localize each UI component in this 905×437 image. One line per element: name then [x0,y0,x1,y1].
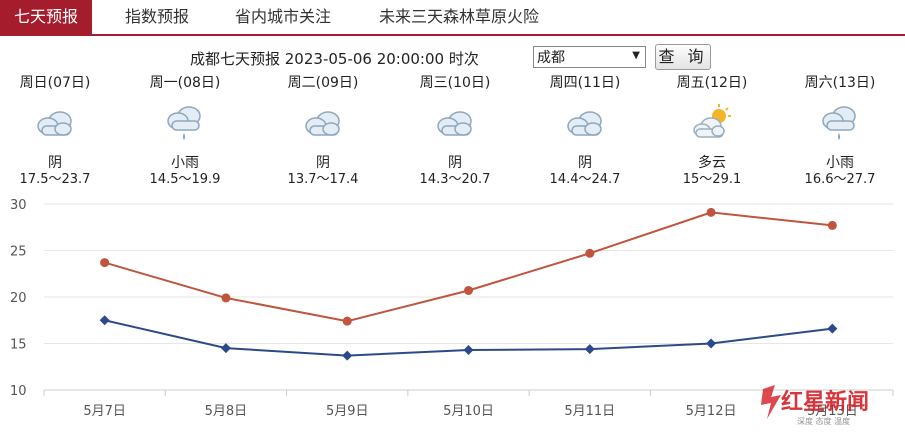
high-temp-point [706,207,716,217]
chevron-down-icon: ▼ [632,50,640,61]
low-temp-point [220,343,231,354]
tab-seven-day[interactable]: 七天预报 [0,0,93,34]
low-temp-point [99,315,110,326]
high-temp-point [585,248,595,258]
city-select-value: 成都 [537,50,565,66]
day-name: 周五(12日) [676,75,748,91]
high-temp-point [221,293,231,303]
low-temp-point [706,338,717,349]
day-name: 周三(10日) [419,75,491,91]
high-temp-point [464,285,473,295]
day-temp-range: 14.4～24.7 [549,172,621,187]
day-name: 周一(08日) [149,75,221,91]
day-condition: 阴 [448,155,462,171]
y-tick-label: 25 [10,245,27,260]
day-condition: 阴 [578,155,592,171]
low-temp-point [584,344,595,355]
forecast-title: 成都七天预报 2023-05-06 20:00:00 时次 [190,50,479,68]
watermark-tagline: 深度 态度 温度 [797,416,850,426]
tab-index-forecast[interactable]: 指数预报 [125,7,190,26]
day-forecast-card: 周日(07日) 阴 17.5～23.7 [5,74,105,188]
light-rain-icon [815,99,865,149]
partly-cloudy-icon [687,99,737,149]
day-temp-range: 16.6～27.7 [804,172,876,187]
day-forecast-card: 周六(13日) 小雨 16.6～27.7 [790,74,890,188]
day-forecast-card: 周二(09日) 阴 13.7～17.4 [273,74,373,188]
x-tick-label: 5月7日 [83,404,126,419]
y-tick-label: 15 [10,338,27,353]
high-temp-point [100,258,110,268]
day-condition: 阴 [48,155,62,171]
overcast-cloud-icon [30,99,80,149]
city-select[interactable]: 成都 ▼ [533,46,646,68]
day-forecast-card: 周五(12日) 多云 15～29.1 [662,74,762,188]
high-temp-point [827,220,837,230]
day-condition: 小雨 [171,155,199,171]
day-forecast-card: 周一(08日) 小雨 14.5～19.9 [135,74,235,188]
day-temp-range: 15～29.1 [682,172,742,187]
day-name: 周六(13日) [804,75,876,91]
day-forecast-card: 周三(10日) 阴 14.3～20.7 [405,74,505,188]
x-tick-label: 5月8日 [205,404,248,419]
low-temp-point [342,350,353,361]
overcast-cloud-icon [298,99,348,149]
day-condition: 多云 [698,155,726,171]
day-name: 周二(09日) [287,75,359,91]
day-condition: 阴 [316,155,330,171]
x-tick-label: 5月10日 [443,404,494,419]
day-temp-range: 13.7～17.4 [287,172,359,187]
hongxing-news-logo: 红星新闻 深度 态度 温度 [755,379,895,429]
y-tick-label: 20 [10,291,27,306]
light-rain-icon [160,99,210,149]
high-temp-point [342,316,352,326]
query-button[interactable]: 查 询 [655,44,711,70]
day-condition: 小雨 [826,155,854,171]
day-temp-range: 14.5～19.9 [149,172,221,187]
day-temp-range: 17.5～23.7 [19,172,91,187]
tab-fire-risk[interactable]: 未来三天森林草原火险 [379,7,540,26]
day-forecast-card: 周四(11日) 阴 14.4～24.7 [535,74,635,188]
overcast-cloud-icon [560,99,610,149]
watermark-brand: 红星新闻 [781,389,869,415]
x-tick-label: 5月12日 [686,404,737,419]
x-tick-label: 5月11日 [564,404,615,419]
y-tick-label: 10 [10,384,27,399]
day-temp-range: 14.3～20.7 [419,172,491,187]
query-bar: 成都七天预报 2023-05-06 20:00:00 时次 成都 ▼ 查 询 [0,44,905,70]
tab-bar: 七天预报 指数预报 省内城市关注 未来三天森林草原火险 [0,0,905,36]
temperature-chart: 10 15 20 25 30 5月7日 5月8日 5月9日 5月10日 5月11日 5月12日 5月1… [10,198,894,419]
day-name: 周日(07日) [19,75,91,91]
x-tick-label: 5月9日 [326,404,369,419]
low-temp-point [827,323,838,334]
overcast-cloud-icon [430,99,480,149]
x-tick-label: 5月13日 [807,404,858,419]
tab-province-cities[interactable]: 省内城市关注 [235,7,332,26]
y-tick-label: 30 [10,198,27,213]
day-name: 周四(11日) [549,75,621,91]
low-temp-point [463,345,474,356]
high-temp-line [104,211,833,323]
